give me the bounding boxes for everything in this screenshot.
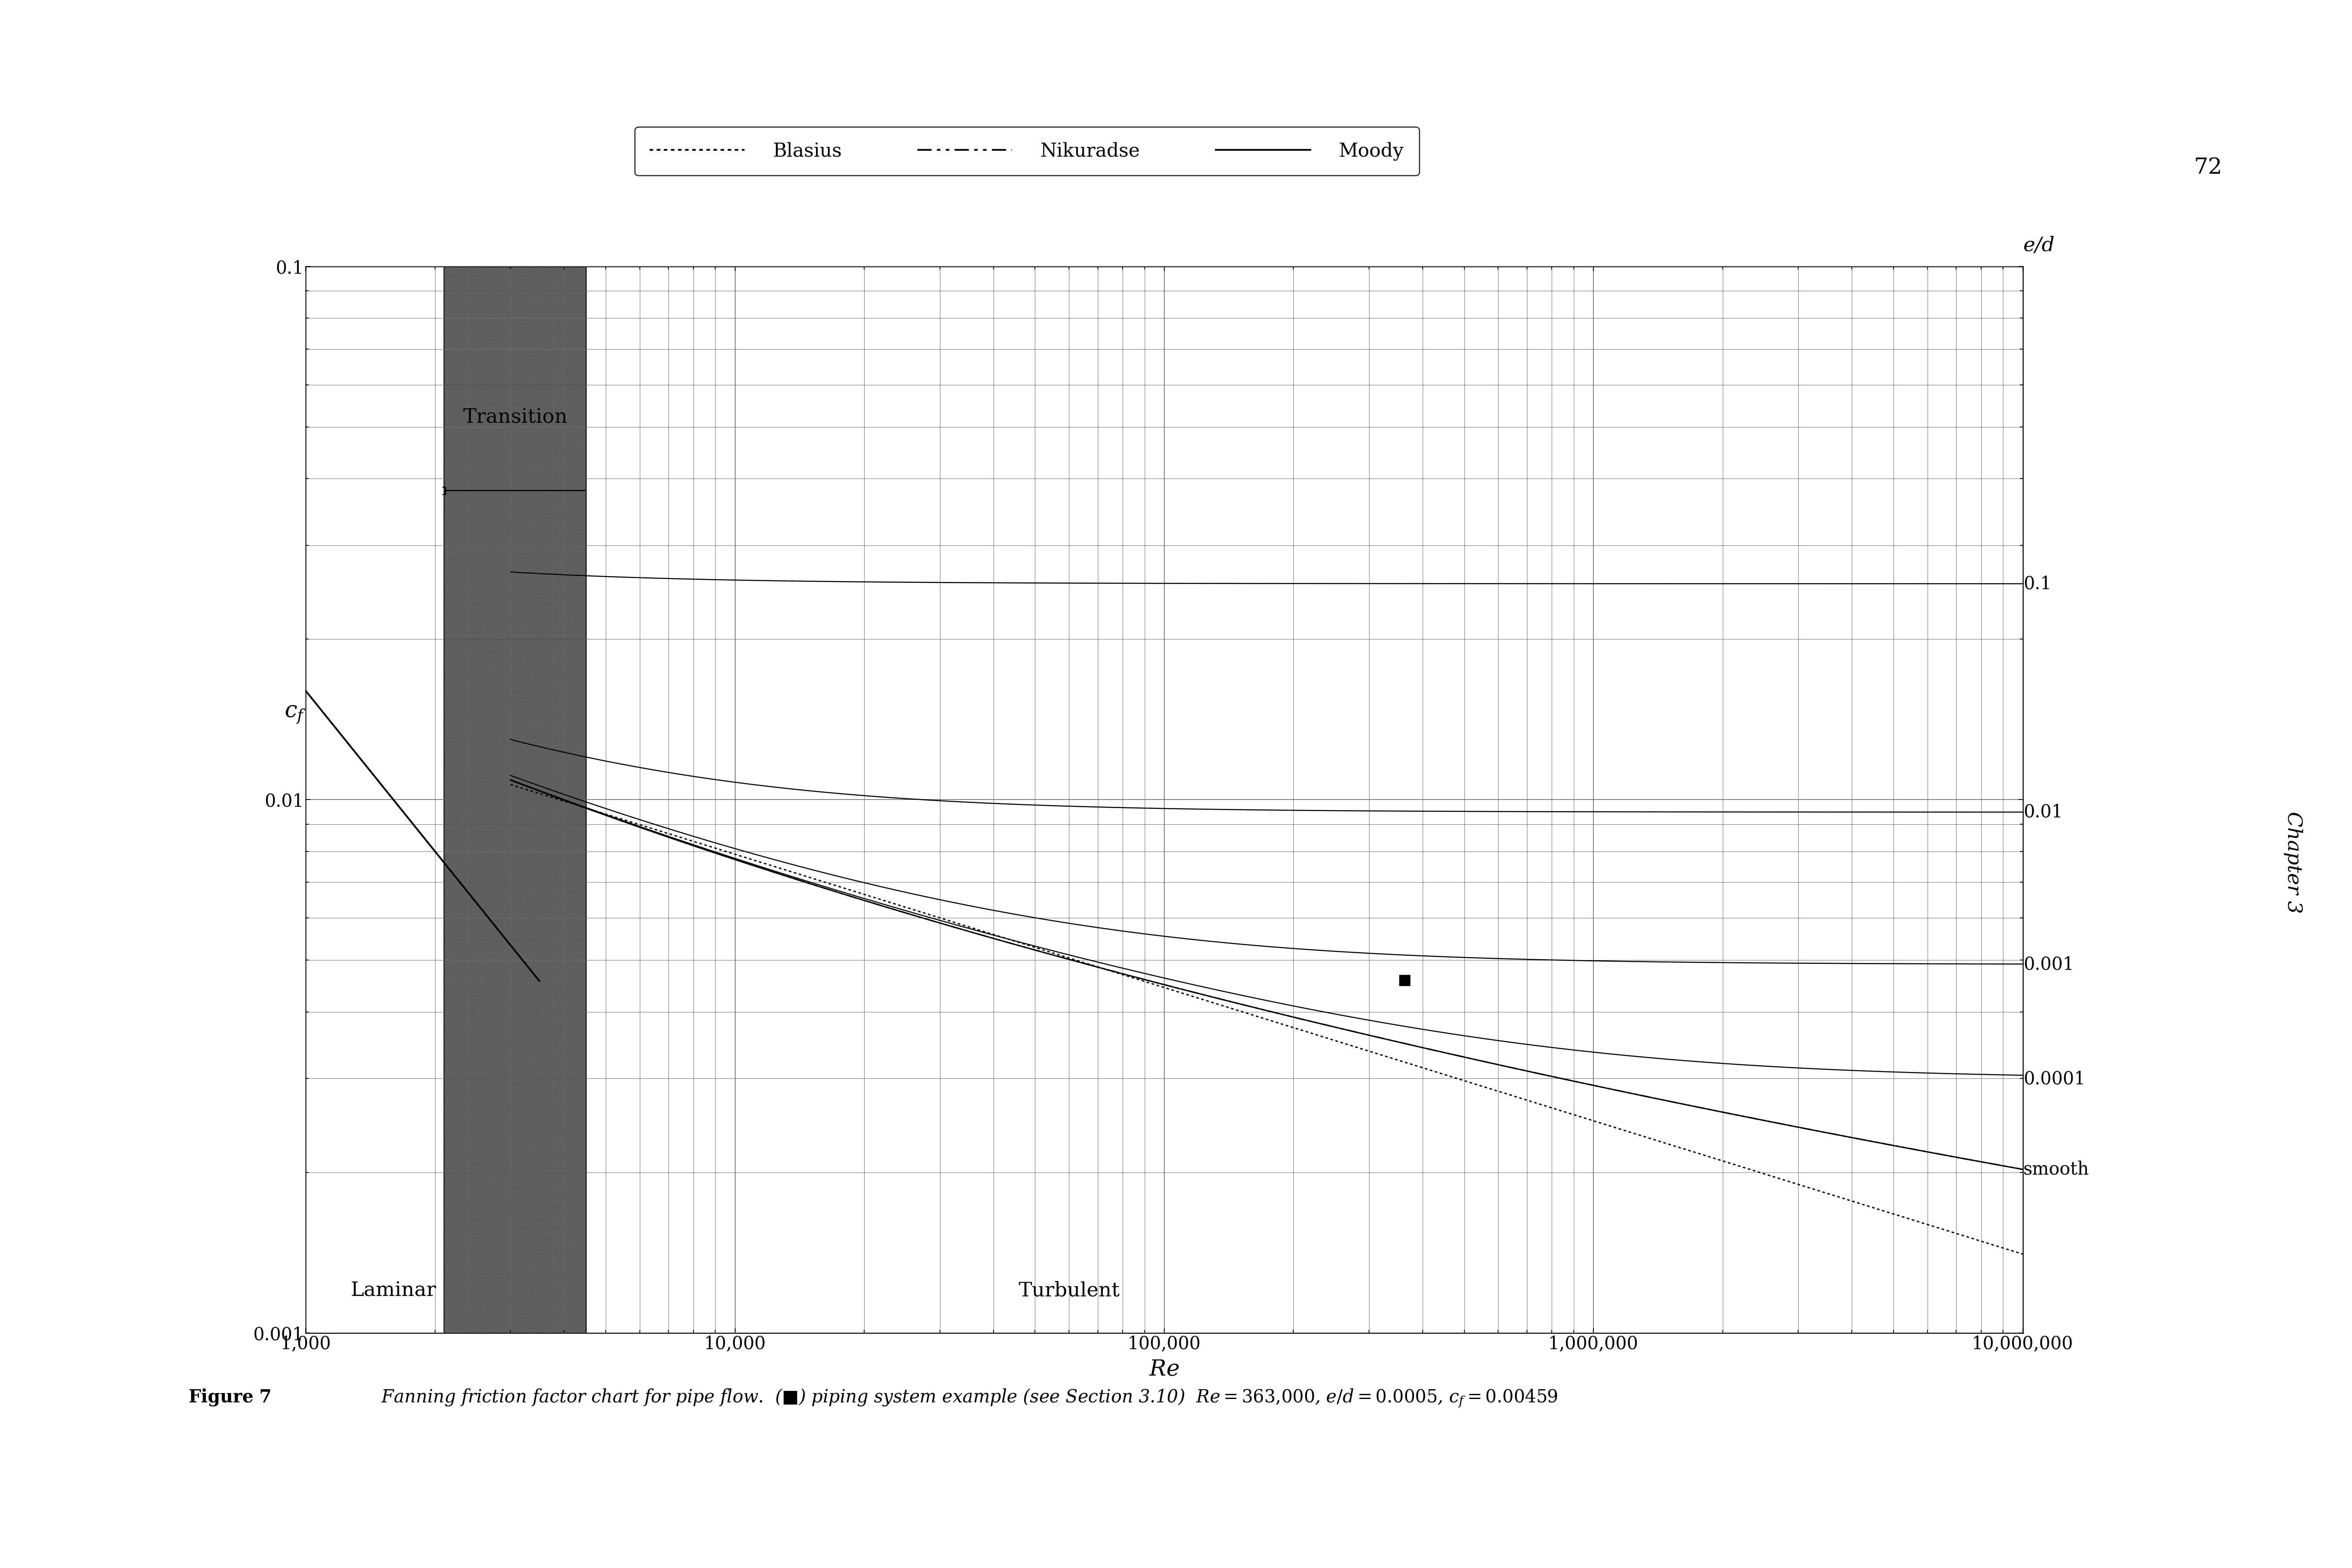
Text: $c_f$: $c_f$	[285, 704, 306, 726]
Text: 0.01: 0.01	[2023, 803, 2063, 822]
Text: e/d: e/d	[2023, 237, 2056, 256]
Text: Transition: Transition	[463, 408, 567, 426]
Text: 0.0001: 0.0001	[2023, 1069, 2086, 1088]
Text: Laminar: Laminar	[350, 1281, 435, 1300]
Text: 0.001: 0.001	[2023, 955, 2074, 974]
X-axis label: $Re$: $Re$	[1150, 1358, 1178, 1380]
Text: 0.1: 0.1	[2023, 575, 2051, 593]
Text: Turbulent: Turbulent	[1018, 1281, 1120, 1300]
Text: Fanning friction factor chart for pipe flow.  ($\blacksquare$) piping system exa: Fanning friction factor chart for pipe f…	[365, 1388, 1557, 1408]
Text: 72: 72	[2194, 157, 2223, 179]
Text: smooth: smooth	[2023, 1160, 2089, 1178]
Legend: Blasius, Nikuradse, Moody: Blasius, Nikuradse, Moody	[635, 127, 1418, 176]
Text: $\mathbf{Figure\ 7}$: $\mathbf{Figure\ 7}$	[188, 1388, 270, 1406]
Bar	[445, 267, 586, 1333]
Text: Chapter 3: Chapter 3	[2284, 811, 2303, 914]
